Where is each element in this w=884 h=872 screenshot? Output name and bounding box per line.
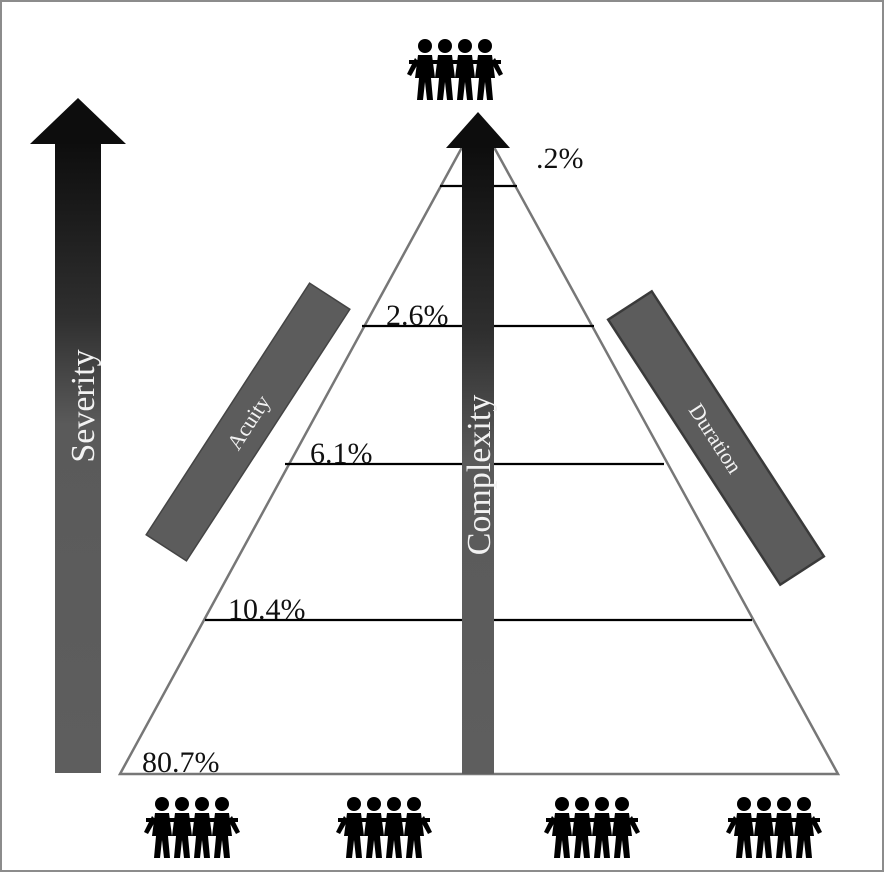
tier-label-2: 2.6% (386, 299, 449, 332)
tier-label-3: 6.1% (310, 437, 373, 470)
people-group-icon (144, 797, 240, 858)
complexity-label: Complexity (461, 395, 498, 556)
severity-arrow (30, 98, 126, 773)
tier-label-5: 80.7% (142, 746, 220, 779)
duration-box: Duration (606, 289, 826, 587)
tier-label-1: .2% (536, 142, 584, 175)
people-group-icon (726, 797, 822, 858)
tier-label-4: 10.4% (228, 593, 306, 626)
acuity-box: Acuity (145, 282, 351, 562)
people-group-icon (407, 39, 503, 100)
people-group-icon (336, 797, 432, 858)
people-group-icon (544, 797, 640, 858)
severity-label: Severity (65, 349, 102, 462)
complexity-arrow (446, 112, 510, 774)
